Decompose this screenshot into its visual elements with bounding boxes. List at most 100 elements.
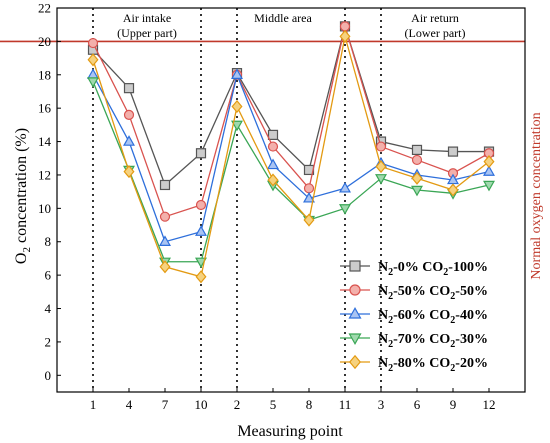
data-point [483, 165, 495, 176]
x-tick-label: 8 [306, 397, 313, 412]
data-point [483, 155, 495, 169]
x-tick-label: 10 [195, 397, 208, 412]
data-point [87, 53, 99, 67]
data-point [267, 129, 279, 140]
series-line [92, 81, 490, 263]
data-point [87, 37, 99, 49]
region-label: Air intake [123, 11, 171, 25]
y-tick-label: 18 [38, 67, 51, 82]
data-point [195, 270, 207, 284]
data-point [411, 171, 423, 185]
x-tick-label: 11 [339, 397, 352, 412]
legend-marker [348, 354, 362, 370]
region-labels: Air intake(Upper part) Middle area Air ret… [117, 11, 465, 40]
x-tick-label: 6 [414, 397, 421, 412]
data-point [339, 204, 351, 215]
divider-layer [92, 8, 382, 392]
plot-frame [56, 7, 526, 393]
data-point [267, 173, 279, 187]
data-point [195, 225, 207, 236]
y-tick-label: 4 [45, 301, 52, 316]
data-point [159, 260, 171, 274]
legend-entry: N2-50% CO2-50% [340, 284, 488, 302]
data-point [339, 21, 351, 32]
data-point [339, 29, 351, 43]
y-tick-label: 8 [45, 234, 52, 249]
legend-label: N2-70% CO2-30% [378, 332, 488, 350]
y-tick-label: 20 [38, 34, 51, 49]
data-point [159, 211, 171, 222]
data-point [87, 77, 99, 88]
legend-marker [349, 284, 361, 296]
legend-label: N2-80% CO2-20% [378, 356, 488, 374]
data-point [231, 99, 243, 114]
y-axis-title: O2 concentration (%) [13, 128, 33, 264]
x-tick-label: 3 [378, 397, 385, 412]
y-tick-label: 12 [38, 167, 51, 182]
legend-marker [348, 333, 362, 345]
data-point [195, 199, 207, 211]
data-point [447, 146, 459, 157]
data-point [123, 83, 135, 94]
data-point [231, 120, 243, 132]
data-point [411, 185, 423, 197]
region-sublabel: (Upper part) [117, 26, 177, 40]
data-point [123, 109, 135, 120]
legend-label: N2-50% CO2-50% [378, 284, 488, 302]
x-tick-label: 12 [483, 397, 496, 412]
y-tick-label: 6 [45, 268, 52, 283]
data-point [375, 160, 387, 174]
series-line [92, 23, 490, 218]
data-point [123, 165, 135, 179]
series-line [92, 72, 490, 243]
legend-entry: N2-70% CO2-30% [340, 332, 488, 350]
legend-marker [348, 307, 362, 319]
x-tick-label: 5 [270, 397, 277, 412]
legend-label: N2-60% CO2-40% [378, 308, 488, 326]
data-point [123, 135, 135, 146]
reference-axis-title: Normal oxygen concentration [529, 112, 544, 279]
data-point [267, 141, 279, 152]
region-label: Air return [411, 11, 459, 25]
data-point [159, 235, 171, 246]
data-point [195, 148, 207, 159]
y-tick-label: 0 [45, 368, 52, 383]
data-point [375, 174, 387, 185]
legend-entry: N2-60% CO2-40% [340, 307, 488, 326]
x-tick-label: 9 [450, 397, 457, 412]
data-point [303, 213, 315, 227]
series-line [92, 36, 490, 278]
legend-label: N2-0% CO2-100% [378, 260, 488, 278]
x-tick-label: 1 [90, 397, 97, 412]
legend-entry: N2-0% CO2-100% [340, 260, 488, 278]
series-n2-0-co2-100 [87, 21, 495, 191]
x-axis-title: Measuring point [237, 423, 343, 440]
data-point [267, 158, 279, 170]
data-point [483, 180, 495, 192]
data-point [411, 144, 423, 156]
series-layer [87, 21, 495, 284]
x-tick-label: 4 [126, 397, 133, 412]
series-n2-80-co2-20 [87, 29, 495, 284]
data-point [231, 68, 243, 79]
data-point [375, 141, 387, 152]
x-tick-label: 2 [234, 397, 241, 412]
data-point [447, 183, 459, 197]
x-tick-label: 7 [162, 397, 169, 412]
legend-entry: N2-80% CO2-20% [340, 354, 488, 374]
y-tick-label: 22 [38, 1, 51, 16]
data-point [339, 181, 351, 193]
data-point [159, 179, 171, 191]
series-n2-60-co2-40 [87, 68, 495, 246]
region-label: Middle area [254, 11, 312, 25]
y-tick-label: 10 [38, 201, 51, 216]
legend-marker [349, 260, 361, 272]
region-sublabel: (Lower part) [405, 26, 466, 40]
legend: N2-0% CO2-100% N2-50% CO2-50% N2-60% CO2-4… [340, 260, 488, 374]
y-tick-label: 2 [45, 334, 52, 349]
data-point [411, 154, 423, 166]
data-point [303, 183, 315, 194]
y-tick-label: 16 [38, 101, 52, 116]
data-point [303, 191, 315, 203]
